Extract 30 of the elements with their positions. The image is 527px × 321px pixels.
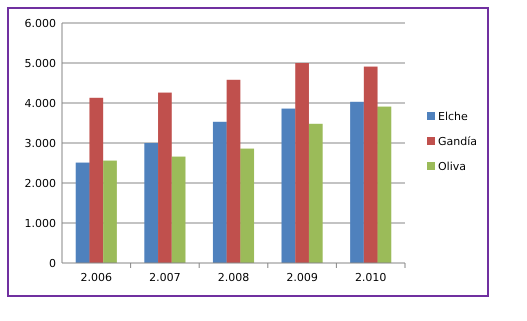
x-tick-label: 2.008 xyxy=(218,271,250,284)
x-tick-label: 2.007 xyxy=(149,271,181,284)
bar xyxy=(144,143,158,263)
y-tick-label: 2.000 xyxy=(24,176,56,190)
x-tick-label: 2.010 xyxy=(354,271,386,284)
x-tick-label: 2.009 xyxy=(286,271,318,284)
y-tick-label: 3.000 xyxy=(24,136,56,150)
bar xyxy=(282,108,296,263)
y-tick-label: 1.000 xyxy=(24,216,56,230)
bar xyxy=(378,106,392,263)
y-tick-label: 6.000 xyxy=(24,16,56,30)
bar xyxy=(158,92,172,263)
bar xyxy=(76,162,90,263)
bar xyxy=(172,156,186,263)
legend-label: Gandía xyxy=(438,134,478,148)
bar xyxy=(350,102,364,263)
bar xyxy=(226,80,240,263)
bar xyxy=(364,66,378,263)
y-tick-label: 0 xyxy=(49,256,56,270)
bar xyxy=(240,148,254,263)
bar xyxy=(103,160,117,263)
legend-label: Oliva xyxy=(438,160,466,173)
y-tick-label: 5.000 xyxy=(24,56,56,70)
bar xyxy=(89,98,104,263)
x-tick-label: 2.006 xyxy=(80,271,112,284)
bar xyxy=(308,124,323,263)
bar xyxy=(295,63,309,263)
bar xyxy=(212,122,227,263)
legend-label: Elche xyxy=(438,110,468,123)
y-tick-label: 4.000 xyxy=(24,96,56,110)
